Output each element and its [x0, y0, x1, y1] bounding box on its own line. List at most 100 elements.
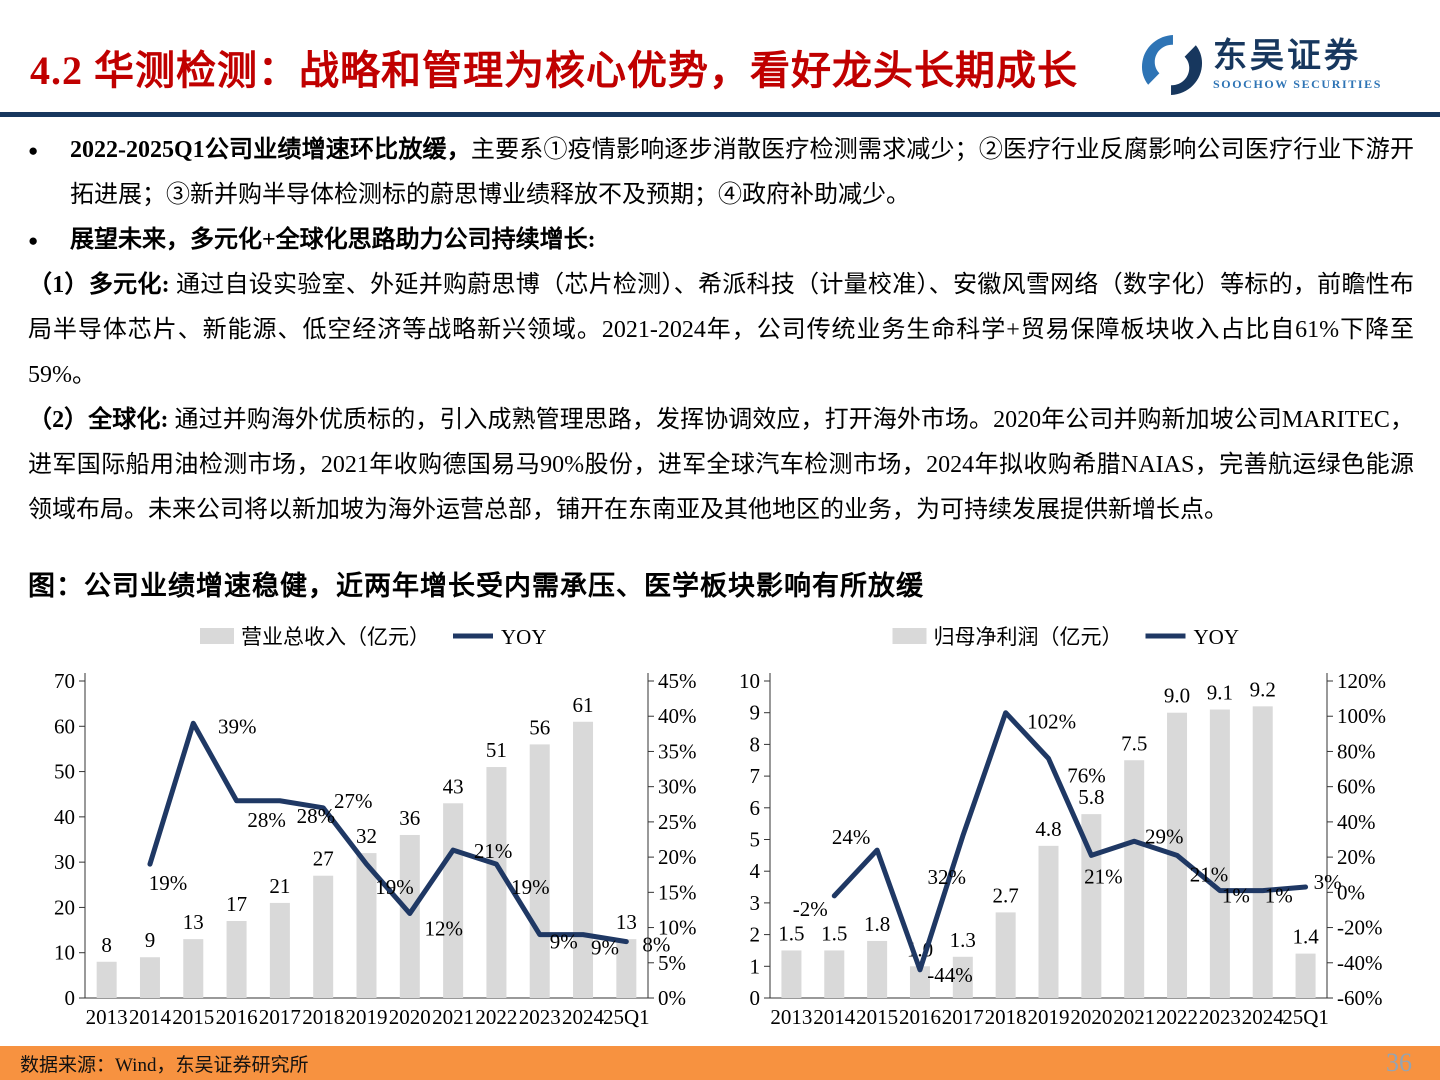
- right-axis-tick-label: 35%: [658, 739, 697, 763]
- bullet-2-text: 展望未来，多元化+全球化思路助力公司持续增长:: [70, 227, 596, 253]
- x-axis-label: 2022: [1156, 1005, 1198, 1029]
- paragraph-2-lead: （2）全球化:: [28, 407, 175, 433]
- yoy-line: -2%24%-44%32%102%76%21%29%21%1% 1%3%: [793, 710, 1342, 987]
- yoy-value-label: 12%: [425, 916, 464, 940]
- bar-value-label: 9: [145, 928, 156, 952]
- body-text: ● 2022-2025Q1公司业绩增速环比放缓，主要系①疫情影响逐步消散医疗检测…: [28, 128, 1414, 533]
- yoy-value-label: 1%: [1222, 884, 1250, 908]
- left-axis-tick-label: 3: [750, 891, 761, 915]
- data-source: 数据来源：Wind，东吴证券研究所: [20, 1054, 309, 1076]
- left-axis-tick-label: 0: [750, 986, 761, 1010]
- bar: [1038, 845, 1059, 998]
- bullet-icon: ●: [28, 141, 39, 160]
- logo-text: 东吴证券 SOOCHOW SECURITIES: [1213, 40, 1382, 91]
- yoy-line-path: [831, 710, 1309, 973]
- axes: 0 1 2 3 4 5 6 7 8 9 10 -60% -40% -20% 0% 20% 40% 60% 80% 10…: [739, 669, 1386, 1010]
- x-axis-label: 2013: [86, 1005, 128, 1029]
- bar-value-label: 21: [269, 874, 290, 898]
- right-axis-tick-label: 120%: [1337, 669, 1386, 693]
- bar-value-label: 32: [356, 824, 377, 848]
- yoy-value-label: -2%: [793, 897, 828, 921]
- x-axis-label: 2023: [519, 1005, 561, 1029]
- bar-value-label: 4.8: [1035, 817, 1061, 841]
- x-axis-label: 2023: [1199, 1005, 1241, 1029]
- yoy-value-label: 28%: [297, 804, 336, 828]
- company-logo: 东吴证券 SOOCHOW SECURITIES: [1141, 34, 1382, 96]
- x-axis-label: 2013: [770, 1005, 812, 1029]
- soochow-logo-icon: [1142, 34, 1203, 96]
- paragraph-1-rest: 通过自设实验室、外延并购蔚思博（芯片检测）、希派科技（计量校准）、安徽风雪网络（…: [28, 272, 1415, 388]
- yoy-value-label: 9%: [550, 930, 578, 954]
- bar-value-label: 1.5: [778, 921, 804, 945]
- legend: 归母净利润（亿元） YOY: [892, 625, 1239, 649]
- revenue-yoy-chart: 0 10 20 30 40 50 60 70 0% 5% 10% 15% 20% 25% 30% 35% 40%…: [30, 616, 720, 1041]
- bar: [573, 721, 594, 998]
- bar-value-label: 1.3: [950, 928, 976, 952]
- bar-value-label: 7.5: [1121, 731, 1147, 755]
- page-title: 4.2 华测检测：战略和管理为核心优势，看好龙头长期成长: [30, 48, 1078, 93]
- x-axis-labels: 2013 2014 2015 2016 2017 2018 2019 2020 2021 2022…: [86, 1005, 650, 1029]
- yoy-value-label: 29%: [1145, 824, 1184, 848]
- footer-bar: 数据来源：Wind，东吴证券研究所 36: [0, 1046, 1440, 1080]
- x-axis-label: 25Q1: [603, 1005, 650, 1029]
- yoy-value-label: 21%: [474, 839, 512, 863]
- bar-value-label: 1.5: [821, 921, 847, 945]
- charts-row: 0 10 20 30 40 50 60 70 0% 5% 10% 15% 20% 25% 30% 35% 40%…: [30, 616, 1440, 1041]
- bar-value-label: 1.8: [864, 912, 890, 936]
- left-axis-tick-label: 2: [750, 923, 761, 947]
- bar-value-label: 9.1: [1207, 681, 1233, 705]
- left-axis-tick-label: 50: [54, 760, 75, 784]
- yoy-value-label: 9%: [591, 936, 619, 960]
- bar-value-label: 43: [443, 774, 464, 798]
- right-axis-tick-label: 0%: [658, 986, 686, 1010]
- paragraph-globalization: （2）全球化: 通过并购海外优质标的，引入成熟管理思路，发挥协调效应，打开海外市…: [28, 398, 1414, 533]
- yoy-value-label: 21%: [1190, 862, 1229, 886]
- bar: [226, 921, 247, 998]
- bar: [1295, 953, 1316, 998]
- right-axis-tick-label: 40%: [658, 704, 697, 728]
- x-axis-label: 2024: [1242, 1005, 1285, 1029]
- yoy-value-label: 19%: [149, 871, 188, 895]
- bullet-point-1: ● 2022-2025Q1公司业绩增速环比放缓，主要系①疫情影响逐步消散医疗检测…: [28, 128, 1414, 218]
- yoy-value-label: 24%: [832, 825, 871, 849]
- right-axis-tick-label: 100%: [1337, 704, 1386, 728]
- legend: 营业总收入（亿元） YOY: [200, 625, 547, 649]
- bar: [616, 939, 637, 998]
- bar: [443, 803, 464, 998]
- bar: [995, 912, 1016, 998]
- x-axis-label: 2014: [813, 1005, 856, 1029]
- yoy-value-label: 8%: [642, 933, 670, 957]
- net-profit-yoy-chart: 0 1 2 3 4 5 6 7 8 9 10 -60% -40% -20% 0% 20% 40% 60% 80% 10…: [720, 616, 1415, 1041]
- figure-title: 图：公司业绩增速稳健，近两年增长受内需承压、医学板块影响有所放缓: [28, 571, 924, 601]
- yoy-value-label: 1%: [1265, 884, 1293, 908]
- x-axis-label: 2019: [1028, 1005, 1070, 1029]
- left-axis-tick-label: 0: [65, 986, 76, 1010]
- bar-value-label: 36: [399, 806, 420, 830]
- left-axis-tick-label: 6: [750, 796, 761, 820]
- left-axis-tick-label: 30: [54, 850, 75, 874]
- left-axis-tick-label: 70: [54, 669, 75, 693]
- bar-value-label: 5.8: [1078, 785, 1104, 809]
- right-axis-tick-label: 10%: [658, 916, 697, 940]
- yoy-line: 19%39%28% 28%27%19%12%21%19%9% 9% 8%: [147, 714, 670, 960]
- x-axis-label: 2014: [129, 1005, 172, 1029]
- bar: [867, 940, 888, 998]
- yoy-value-label: 21%: [1084, 864, 1123, 888]
- left-axis-tick-label: 5: [750, 828, 761, 852]
- yoy-value-label: 102%: [1027, 710, 1076, 734]
- bar-value-label: 1.4: [1292, 925, 1319, 949]
- bar-value-label: 2.7: [993, 883, 1019, 907]
- x-axis-label: 2018: [302, 1005, 344, 1029]
- right-axis-tick-label: 20%: [1337, 845, 1376, 869]
- bar: [139, 957, 160, 998]
- x-axis-label: 25Q1: [1282, 1005, 1329, 1029]
- x-axis-labels: 2013 2014 2015 2016 2017 2018 2019 2020 2021 2022…: [770, 1005, 1328, 1029]
- paragraph-1-lead: （1）多元化:: [28, 272, 176, 298]
- left-axis-tick-label: 10: [54, 941, 75, 965]
- yoy-value-label: 76%: [1067, 763, 1106, 787]
- x-axis-label: 2020: [1070, 1005, 1112, 1029]
- yoy-value-label: 39%: [218, 714, 257, 738]
- x-axis-label: 2024: [562, 1005, 605, 1029]
- x-axis-label: 2019: [346, 1005, 388, 1029]
- yoy-value-label: 19%: [511, 875, 550, 899]
